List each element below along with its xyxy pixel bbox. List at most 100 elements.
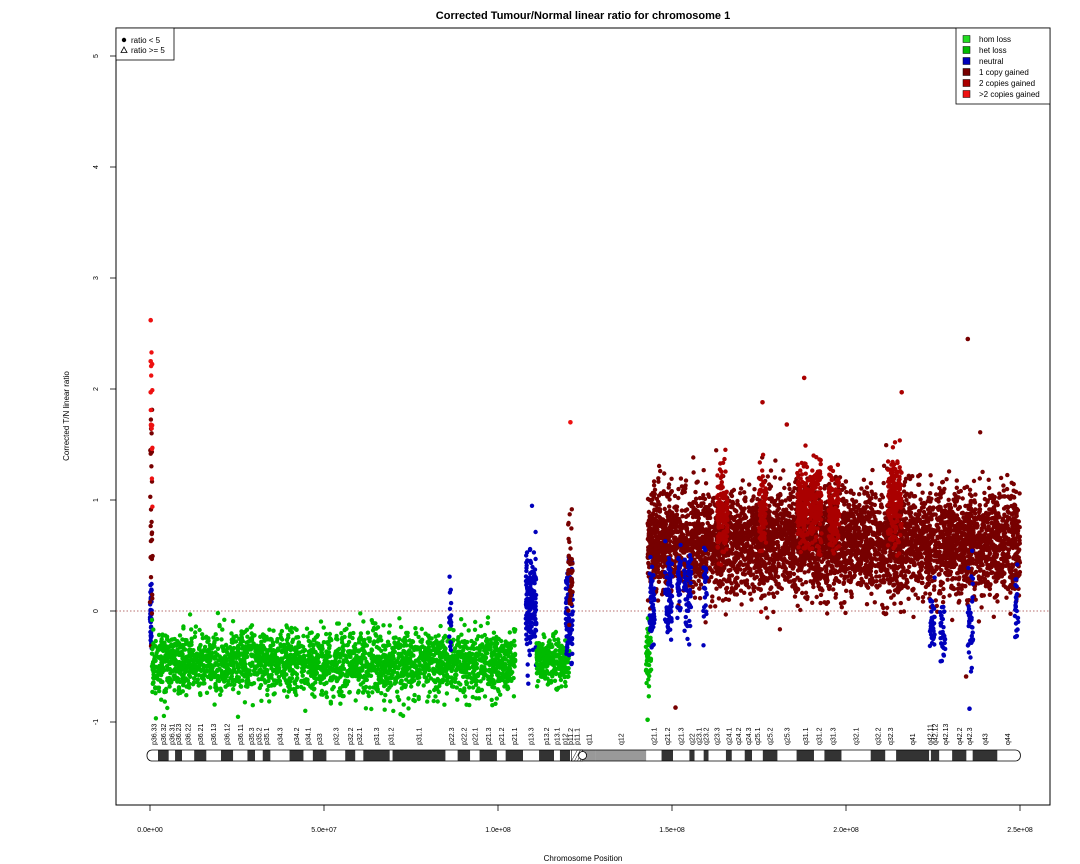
data-point bbox=[441, 635, 447, 640]
data-point bbox=[258, 646, 263, 652]
data-point bbox=[204, 690, 210, 695]
data-point bbox=[478, 679, 483, 684]
data-point bbox=[293, 652, 298, 657]
data-point bbox=[398, 624, 404, 630]
data-point bbox=[369, 662, 374, 667]
data-point bbox=[419, 626, 424, 632]
data-point bbox=[240, 651, 245, 656]
data-point bbox=[456, 680, 461, 685]
data-point bbox=[525, 662, 530, 667]
data-point bbox=[274, 639, 280, 644]
data-point bbox=[438, 623, 443, 629]
data-point bbox=[341, 660, 346, 665]
data-point bbox=[393, 635, 398, 640]
data-point bbox=[429, 636, 434, 641]
data-point bbox=[533, 556, 538, 562]
data-point bbox=[176, 676, 181, 682]
data-point bbox=[229, 631, 234, 636]
data-point bbox=[169, 642, 174, 647]
data-point bbox=[176, 660, 182, 665]
data-point bbox=[292, 670, 297, 675]
data-point bbox=[567, 622, 572, 628]
data-point bbox=[156, 632, 162, 638]
data-point bbox=[477, 652, 482, 657]
data-point bbox=[160, 633, 165, 638]
data-point bbox=[272, 691, 277, 696]
data-point bbox=[192, 634, 198, 639]
data-point bbox=[485, 615, 491, 620]
data-point bbox=[533, 575, 538, 580]
data-point bbox=[169, 648, 175, 654]
segment-points bbox=[147, 581, 154, 651]
data-point bbox=[148, 629, 153, 635]
data-point bbox=[215, 636, 220, 642]
data-point bbox=[231, 682, 236, 688]
data-point bbox=[485, 642, 490, 647]
data-point bbox=[164, 637, 170, 642]
data-point bbox=[236, 675, 242, 680]
data-point bbox=[204, 663, 209, 669]
data-point bbox=[193, 657, 198, 663]
data-point bbox=[200, 666, 206, 672]
data-point bbox=[549, 669, 554, 675]
data-point bbox=[422, 660, 428, 665]
data-point bbox=[334, 678, 340, 684]
data-point bbox=[234, 670, 239, 675]
data-point bbox=[873, 495, 878, 500]
data-point bbox=[376, 674, 381, 679]
data-point bbox=[454, 655, 460, 661]
data-point bbox=[382, 663, 388, 669]
data-point bbox=[462, 674, 467, 679]
data-point bbox=[493, 640, 498, 646]
data-point bbox=[436, 658, 441, 664]
data-point bbox=[174, 643, 179, 648]
data-point bbox=[250, 703, 255, 708]
data-point bbox=[365, 690, 371, 695]
data-point bbox=[182, 668, 188, 673]
data-point bbox=[349, 673, 355, 679]
data-point bbox=[512, 643, 517, 648]
data-point bbox=[412, 692, 417, 698]
data-point bbox=[173, 666, 178, 671]
data-point bbox=[357, 656, 363, 661]
data-point bbox=[419, 639, 424, 645]
data-point bbox=[213, 661, 218, 666]
data-point bbox=[254, 653, 259, 658]
data-point bbox=[259, 639, 264, 644]
data-point bbox=[409, 684, 414, 689]
data-point bbox=[458, 644, 463, 649]
data-point bbox=[646, 694, 651, 699]
data-point bbox=[498, 692, 503, 697]
data-point bbox=[267, 699, 272, 704]
data-point bbox=[209, 673, 215, 678]
data-point bbox=[530, 647, 536, 652]
data-point bbox=[472, 668, 477, 673]
data-point bbox=[216, 658, 221, 663]
data-point bbox=[475, 688, 480, 694]
data-point bbox=[277, 678, 283, 684]
data-point bbox=[366, 672, 371, 677]
data-point bbox=[507, 630, 512, 635]
data-point bbox=[533, 600, 538, 606]
data-point bbox=[378, 634, 383, 639]
data-point bbox=[464, 702, 469, 707]
data-point bbox=[648, 658, 653, 663]
data-point bbox=[662, 506, 667, 512]
data-point bbox=[256, 677, 261, 682]
data-point bbox=[298, 684, 304, 690]
data-point bbox=[417, 667, 422, 672]
data-point bbox=[554, 671, 559, 676]
data-point bbox=[360, 690, 366, 695]
data-point bbox=[339, 651, 344, 656]
data-point bbox=[339, 667, 344, 672]
data-point bbox=[463, 662, 469, 667]
data-point bbox=[215, 673, 221, 679]
data-point bbox=[184, 676, 189, 682]
data-point bbox=[383, 647, 388, 652]
data-point bbox=[399, 653, 404, 659]
data-point bbox=[288, 647, 293, 653]
data-point bbox=[419, 652, 424, 657]
data-point bbox=[447, 606, 453, 611]
data-point bbox=[1004, 595, 1009, 600]
data-point bbox=[429, 652, 434, 657]
